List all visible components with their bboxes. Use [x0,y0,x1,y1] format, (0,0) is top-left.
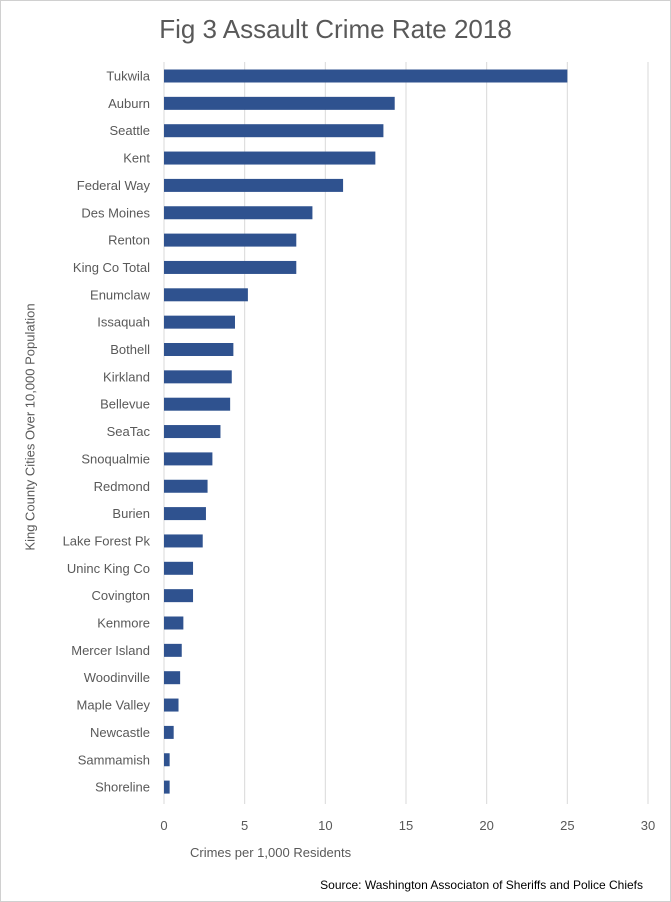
category-label: Lake Forest Pk [63,533,151,548]
category-label: Issaquah [97,315,150,330]
source-note: Source: Washington Associaton of Sheriff… [320,878,643,892]
bar [164,561,194,575]
category-label: Kenmore [97,616,150,631]
bar [164,343,234,356]
category-label: Kirkland [103,369,150,384]
category-label: Redmond [94,479,150,494]
x-tick-label: 10 [318,818,332,833]
category-label: Shoreline [95,780,150,795]
category-label: Sammamish [78,752,150,767]
x-tick-label: 20 [479,818,493,833]
bar [164,206,313,220]
category-label: Bothell [110,342,150,357]
category-label: Uninc King Co [67,561,150,576]
category-label: Federal Way [77,178,151,193]
bar [164,671,181,685]
category-label: Mercer Island [71,643,150,658]
bar [164,725,174,739]
category-label: Des Moines [81,205,150,220]
chart-title: Fig 3 Assault Crime Rate 2018 [159,14,512,44]
bar [164,753,170,767]
bar [164,425,221,439]
bar [164,260,297,274]
category-label: Renton [108,233,150,248]
x-tick-label: 25 [560,818,574,833]
bar [164,233,297,247]
x-tick-label: 15 [399,818,413,833]
category-label: Bellevue [100,397,150,412]
bar [164,178,344,192]
bar [164,315,235,329]
bar [164,452,213,466]
bar [164,780,170,794]
category-label: Enumclaw [90,287,151,302]
category-label: Woodinville [84,670,150,685]
category-label: Covington [91,588,150,603]
bar [164,397,231,411]
bar [164,96,395,110]
x-tick-label: 30 [641,818,655,833]
bar [164,69,568,83]
bar [164,151,376,165]
bar [164,124,384,138]
bar [164,698,179,712]
category-label: Tukwila [106,69,150,84]
bar [164,589,194,603]
x-tick-label: 0 [160,818,167,833]
category-label: Snoqualmie [81,451,150,466]
x-tick-label: 5 [241,818,248,833]
bar [164,370,232,384]
category-label: Burien [112,506,150,521]
category-label: King Co Total [73,260,150,275]
bar [164,288,248,302]
bar [164,507,206,521]
category-label: Seattle [110,123,150,138]
category-label: SeaTac [107,424,151,439]
x-axis-label: Crimes per 1,000 Residents [190,845,352,860]
category-label: Auburn [108,96,150,111]
bar [164,479,208,493]
category-label: Newcastle [90,725,150,740]
bar [164,534,203,548]
bar [164,616,184,630]
bar [164,643,182,657]
category-label: Maple Valley [77,698,151,713]
category-label: Kent [123,151,150,166]
